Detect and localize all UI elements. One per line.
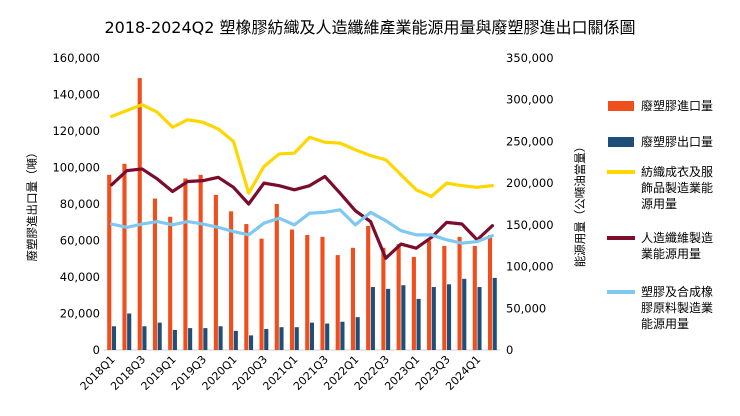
y2-tick-label: 50,000 (506, 301, 546, 315)
y-tick-label: 80,000 (60, 197, 100, 211)
import-bar (244, 224, 249, 350)
import-bar (366, 225, 371, 350)
import-bar (107, 174, 112, 350)
import-bar (122, 163, 127, 350)
import-bar (305, 235, 310, 350)
import-bar (198, 174, 203, 350)
legend-export-swatch (608, 137, 634, 147)
y-tick-label: 160,000 (52, 51, 100, 65)
import-bar (442, 245, 447, 350)
legend-textile-label: 飾品製造業能 (641, 181, 713, 195)
y2-tick-label: 100,000 (506, 260, 554, 274)
import-bar (457, 236, 462, 350)
legend-plastic-rubber-label: 膠原料製造業 (641, 301, 713, 315)
export-bar (157, 322, 162, 351)
import-bar (350, 247, 356, 350)
import-bar (427, 240, 432, 350)
legend-manmade-fiber-label: 業能源用量 (641, 247, 701, 261)
export-bar (386, 288, 391, 350)
import-bar (487, 235, 493, 350)
export-bar (370, 287, 375, 350)
y-tick-label: 60,000 (60, 234, 100, 248)
import-bar (335, 255, 340, 350)
export-bar (462, 278, 467, 350)
y2-tick-label: 250,000 (506, 134, 554, 148)
legend-plastic-rubber-label: 塑膠及合成橡 (641, 284, 713, 299)
manmade-fiber-line (110, 167, 494, 260)
legend-plastic-rubber-label: 能源用量 (641, 317, 689, 331)
legend-manmade-fiber-label: 人造纖維製造 (641, 231, 713, 245)
export-bar (294, 327, 299, 350)
import-bar (213, 194, 218, 351)
export-bar (248, 335, 254, 350)
legend-import-label: 廢塑膠進口量 (641, 98, 713, 113)
import-bar (396, 244, 401, 350)
y2-axis-title: 能源用量（公噸油當量） (573, 141, 587, 268)
legend-textile-label: 源用量 (641, 197, 677, 211)
export-bar (203, 328, 208, 350)
export-bar (264, 329, 269, 350)
y-tick-label: 120,000 (52, 124, 100, 138)
y-tick-label: 0 (93, 343, 100, 357)
plastic-rubber-line (110, 208, 494, 245)
export-bar (111, 326, 117, 350)
export-bar (279, 327, 284, 350)
legend-export-label: 廢塑膠出口量 (641, 134, 713, 149)
export-bar (218, 326, 223, 350)
y-tick-label: 40,000 (60, 270, 100, 284)
export-bar (142, 326, 147, 350)
import-bar (259, 238, 264, 350)
legend-import-swatch (608, 101, 634, 111)
export-bar (431, 287, 436, 350)
import-bar (183, 178, 188, 350)
export-bar (309, 322, 315, 351)
import-bar (168, 216, 173, 350)
y-axis-title: 廢塑膠進出口量（噸） (25, 147, 39, 262)
y-tick-label: 100,000 (52, 161, 100, 175)
textile-line (110, 103, 494, 199)
y2-tick-label: 150,000 (506, 218, 554, 232)
import-bar (152, 198, 158, 350)
y2-tick-label: 300,000 (506, 93, 554, 107)
y2-tick-label: 200,000 (506, 176, 554, 190)
legend-textile-label: 紡織成衣及服 (641, 164, 713, 179)
export-bar (355, 317, 360, 350)
import-bar (229, 211, 234, 350)
export-bar (127, 313, 132, 350)
export-bar (172, 329, 177, 350)
import-bar (472, 245, 477, 350)
y-tick-label: 140,000 (52, 88, 100, 102)
y-tick-label: 20,000 (60, 307, 100, 321)
y2-tick-label: 0 (506, 343, 513, 357)
export-bar (233, 330, 238, 350)
chart-title: 2018-2024Q2 塑橡膠紡織及人造纖維產業能源用量與廢塑膠進出口關係圖 (104, 18, 636, 37)
import-bar (411, 256, 416, 350)
export-bar (416, 298, 421, 350)
export-bar (492, 277, 497, 350)
import-bar (137, 78, 142, 350)
export-bar (188, 328, 193, 350)
export-bar (401, 285, 406, 350)
y2-tick-label: 350,000 (506, 51, 554, 65)
import-bar (289, 229, 295, 350)
export-bar (325, 323, 330, 350)
export-bar (477, 287, 482, 350)
import-bar (381, 247, 386, 350)
export-bar (446, 284, 452, 350)
import-bar (274, 204, 279, 350)
import-bar (320, 236, 325, 350)
export-bar (340, 321, 345, 350)
